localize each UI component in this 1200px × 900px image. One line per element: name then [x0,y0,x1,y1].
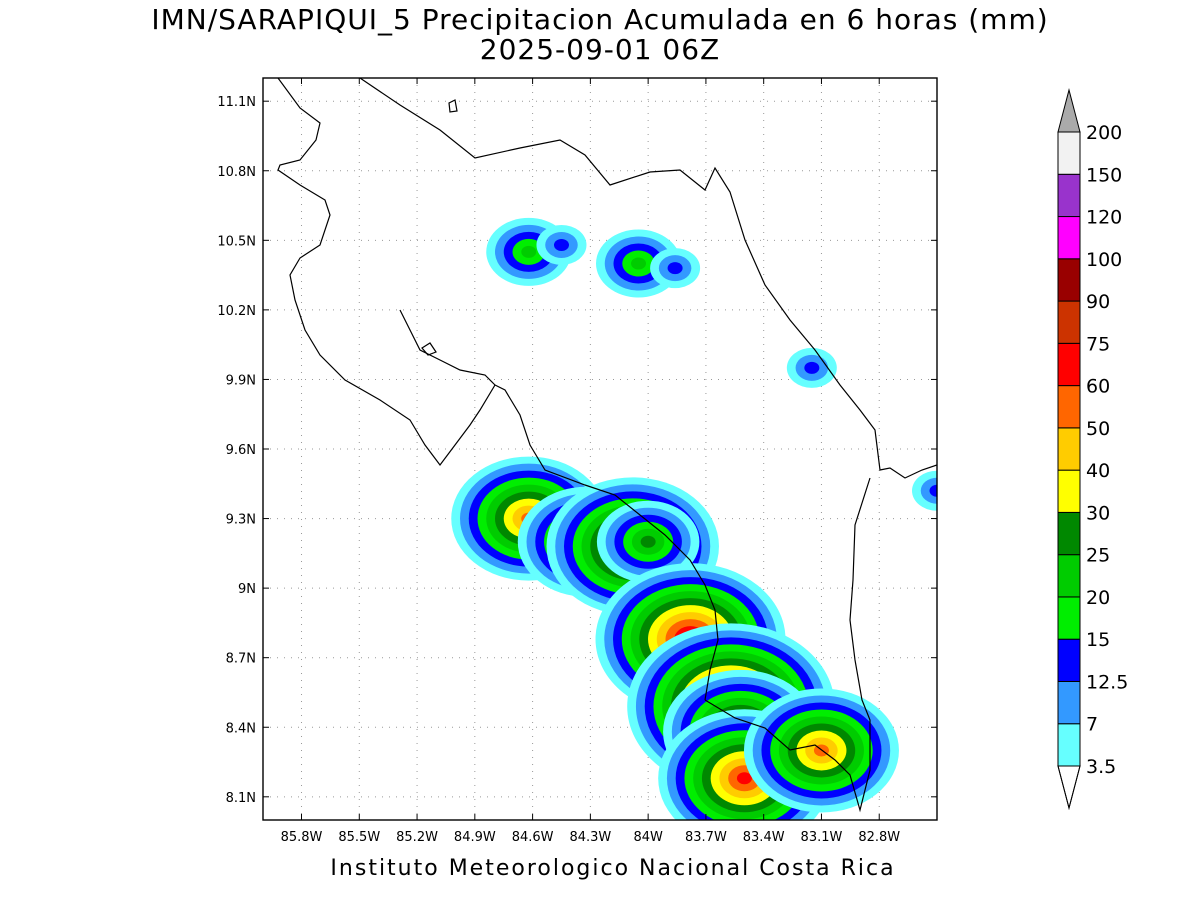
rain-contour [553,238,569,251]
lon-tick-label: 85.8W [281,830,323,845]
colorbar-label: 20 [1086,587,1110,609]
map-grid [263,78,937,820]
map-subtitle: 2025-09-01 06Z [479,33,721,66]
border-panama [704,477,871,813]
rain-cell [912,470,937,511]
colorbar-segment [1057,173,1081,218]
colorbar-label: 25 [1086,545,1110,567]
colorbar-label: 3.5 [1086,756,1116,778]
colorbar-segment [1057,216,1081,260]
colorbar-segment [1057,596,1081,640]
rain-contour [521,245,537,258]
lon-tick-label: 82.8W [858,830,900,845]
colorbar-label: 50 [1086,418,1110,440]
colorbar-label: 75 [1086,333,1110,355]
rain-contour [631,257,647,270]
rain-contour [640,535,656,548]
lat-tick-label: 9N [238,582,256,597]
rain-contour [736,772,752,785]
lon-tick-label: 85.2W [396,830,438,845]
lon-tick-label: 84W [633,830,663,845]
colorbar-label: 60 [1086,376,1110,398]
colorbar-label: 40 [1086,460,1110,482]
lat-tick-label: 10.2N [217,304,256,319]
small-island [448,99,458,113]
colorbar-overflow [1057,88,1081,133]
rain-contour [920,477,937,504]
lon-tick-label: 84.3W [569,830,611,845]
lat-tick-label: 8.7N [226,652,256,667]
colorbar-segment [1057,469,1081,513]
rain-contour [667,262,683,275]
lat-tick-label: 8.1N [226,791,256,806]
lat-tick-label: 9.3N [226,513,256,528]
lat-tick-label: 11.1N [217,95,256,110]
coastline-caribbean [359,78,937,479]
rain-contour [804,361,820,374]
colorbar-label: 12.5 [1086,671,1128,693]
colorbar-segment [1057,680,1081,725]
lon-tick-label: 83.7W [685,830,727,845]
colorbar-label: 120 [1086,207,1122,229]
colorbar-label: 90 [1086,291,1110,313]
rain-field [451,217,937,820]
lon-tick-label: 83.1W [801,830,843,845]
colorbar-label: 150 [1086,164,1122,186]
colorbar-label: 15 [1086,629,1110,651]
colorbar-segment [1057,723,1081,767]
lat-tick-label: 10.5N [217,234,256,249]
colorbar-segment [1057,131,1081,175]
map-title: IMN/SARAPIQUI_5 Precipitacion Acumulada … [151,3,1049,36]
colorbar-segment [1057,554,1081,598]
colorbar-segment [1057,385,1081,429]
colorbar-segment [1057,638,1081,682]
coastline [277,78,937,813]
rain-cell [536,224,587,265]
colorbar-label: 200 [1086,122,1122,144]
colorbar-segment [1057,427,1081,471]
colorbar-label: 30 [1086,502,1110,524]
rain-cell [650,248,701,289]
nicoya-coast [399,309,496,386]
lat-tick-label: 9.9N [226,373,256,388]
rain-cell [786,347,837,388]
colorbar-label: 100 [1086,249,1122,271]
lon-tick-label: 83.4W [743,830,785,845]
coastline-north [277,78,719,701]
lon-tick-label: 84.9W [454,830,496,845]
lat-tick-label: 8.4N [226,721,256,736]
map-footer: Instituto Meteorologico Nacional Costa R… [330,856,896,881]
rain-cell [596,500,700,583]
lat-tick-label: 9.6N [226,443,256,458]
rain-contour [929,484,937,497]
colorbar-segment [1057,300,1081,344]
colorbar: 3.5 7 12.5 15 20 25 30 40 50 60 75 90 100 120 150 200 [1057,88,1128,810]
lon-tick-label: 84.6W [512,830,554,845]
colorbar-segment [1057,511,1081,556]
lon-tick-label: 85.5W [338,830,380,845]
island [421,342,437,356]
lat-tick-label: 10.8N [217,165,256,180]
colorbar-label: 7 [1086,714,1098,736]
colorbar-segment [1057,258,1081,302]
colorbar-segment [1057,342,1081,387]
colorbar-underflow [1057,765,1081,810]
map-axes: 85.8W 85.5W 85.2W 84.9W 84.6W 84.3W 84W 83.7W 83… [217,78,937,845]
